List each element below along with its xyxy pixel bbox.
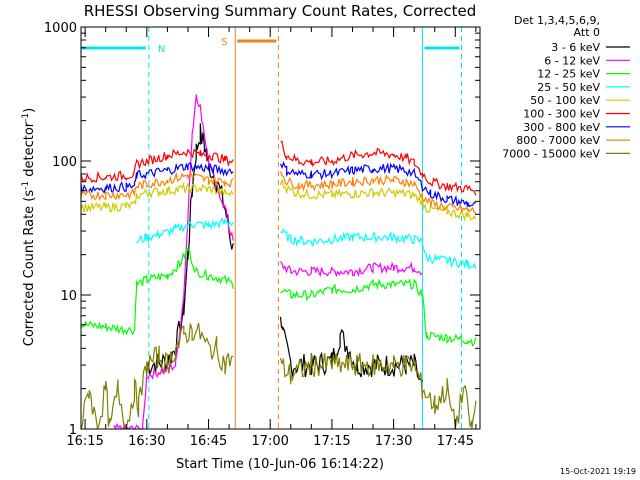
x-tick-label: 16:30 <box>128 434 165 449</box>
axes: 1 10 100 1000 16:15 16:30 16:45 17:00 17:15 17:30… <box>44 21 481 449</box>
x-tick-label: 17:00 <box>251 434 288 449</box>
series-line <box>146 123 423 383</box>
axis-frame <box>80 26 481 430</box>
y-axis-label: Corrected Count Rate (s-1 detector-1) <box>21 108 37 346</box>
legend-label: 3 - 6 keV <box>551 41 600 54</box>
legend-label: 12 - 25 keV <box>537 68 600 81</box>
legend-label: 100 - 300 keV <box>523 108 600 121</box>
legend-label: 25 - 50 keV <box>537 81 600 94</box>
series-line <box>136 217 477 270</box>
legend-label: 800 - 7000 keV <box>516 134 600 147</box>
chart-title: RHESSI Observing Summary Count Rates, Co… <box>84 2 477 20</box>
series-line <box>80 322 477 430</box>
legend-label: 50 - 100 keV <box>530 94 600 107</box>
y-tick-label: 1000 <box>44 21 77 36</box>
series-line <box>80 160 477 208</box>
y-tick-label: 100 <box>52 155 77 170</box>
legend-header: Det 1,3,4,5,6,9, <box>514 14 600 27</box>
x-tick-label: 17:30 <box>375 434 412 449</box>
legend-header: Att 0 <box>574 26 600 39</box>
series-line <box>80 140 477 196</box>
series-line <box>80 179 477 222</box>
y-tick-label: 10 <box>60 289 77 304</box>
plot-area: NS <box>80 27 477 431</box>
legend-label: 300 - 800 keV <box>523 121 600 134</box>
night-label: N <box>158 44 165 55</box>
x-tick-label: 17:45 <box>437 434 474 449</box>
series-line <box>80 171 477 215</box>
series-line <box>113 94 423 431</box>
saa-label: S <box>221 37 227 48</box>
x-tick-label: 16:45 <box>190 434 227 449</box>
x-tick-label: 17:15 <box>313 434 350 449</box>
footer-timestamp: 15-Oct-2021 19:19 <box>560 467 636 476</box>
series-line <box>80 246 477 347</box>
y-tick-label: 1 <box>69 423 77 438</box>
legend-label: 7000 - 15000 keV <box>502 147 600 160</box>
x-tick-label: 16:15 <box>66 434 103 449</box>
x-axis-label: Start Time (10-Jun-06 16:14:22) <box>176 457 384 472</box>
legend-label: 6 - 12 keV <box>544 54 600 67</box>
